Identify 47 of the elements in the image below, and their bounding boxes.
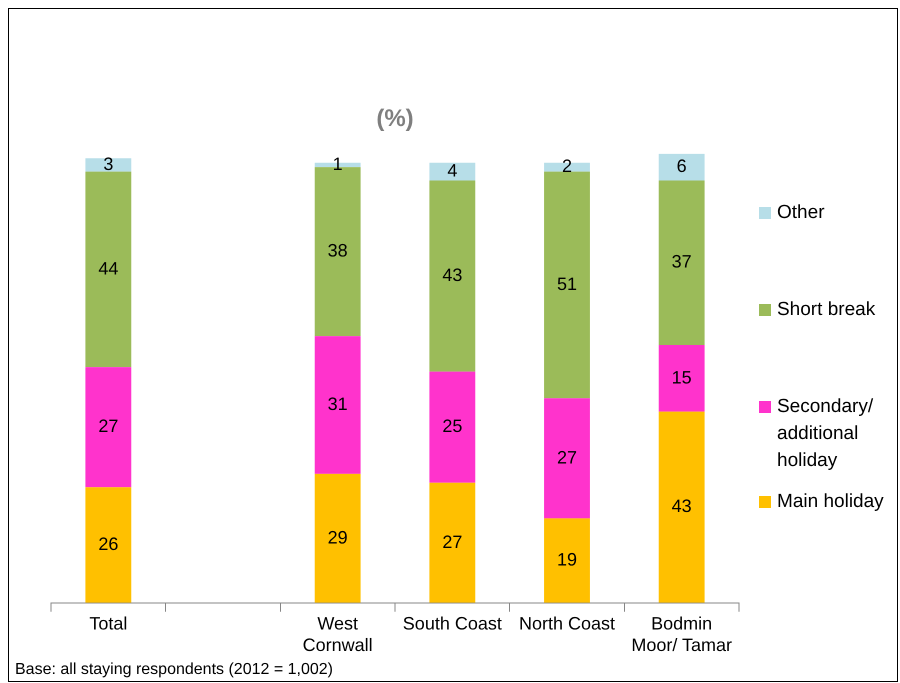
text: Base: all staying respondents (2012 = 1,002) [15,661,333,679]
bar [429,372,476,483]
data-label: 31 [328,394,348,414]
data-label: 4 [447,160,458,181]
data-label: 6 [676,156,687,176]
bar [658,412,705,603]
data-label: 19 [556,550,578,570]
bar [429,482,476,603]
bar [658,154,705,180]
bar [314,474,361,603]
data-label: 26 [98,534,118,554]
data-label: 27 [442,532,462,552]
data-label: 38 [328,240,348,261]
bar [314,336,361,474]
x-tick-label: Bodmin Moor/ Tamar [631,614,732,656]
data-label: 3 [103,154,114,174]
legend-label: Short break [777,298,876,322]
chart-title: (%) [376,105,414,132]
data-label: 37 [672,252,692,272]
bar [658,344,705,412]
legend-label: Other [777,201,826,225]
data-label: 51 [556,274,578,294]
x-tick-label: Total [89,614,128,634]
bar [85,158,132,172]
legend-label: Secondary/ additional holiday [777,395,874,473]
bar [658,180,705,345]
bar [429,162,476,180]
data-label: 27 [556,447,578,468]
data-label: 43 [442,265,462,286]
data-label: 2 [562,156,572,176]
legend-label: Main holiday [777,490,885,514]
data-label: 15 [672,367,692,388]
data-label: 44 [98,258,118,278]
data-label: 27 [98,416,118,436]
bar [85,487,132,603]
x-tick-label: South Coast [402,614,502,634]
x-tick-label: North Coast [518,614,616,634]
bar [429,180,476,372]
data-label: 29 [328,527,348,548]
x-tick-label: West Cornwall [302,614,373,656]
bar [544,398,590,518]
bar [544,172,590,398]
data-label: 25 [442,416,462,436]
data-label: 43 [672,496,692,516]
bar [544,518,590,603]
bar [85,367,132,488]
bar [85,172,132,368]
